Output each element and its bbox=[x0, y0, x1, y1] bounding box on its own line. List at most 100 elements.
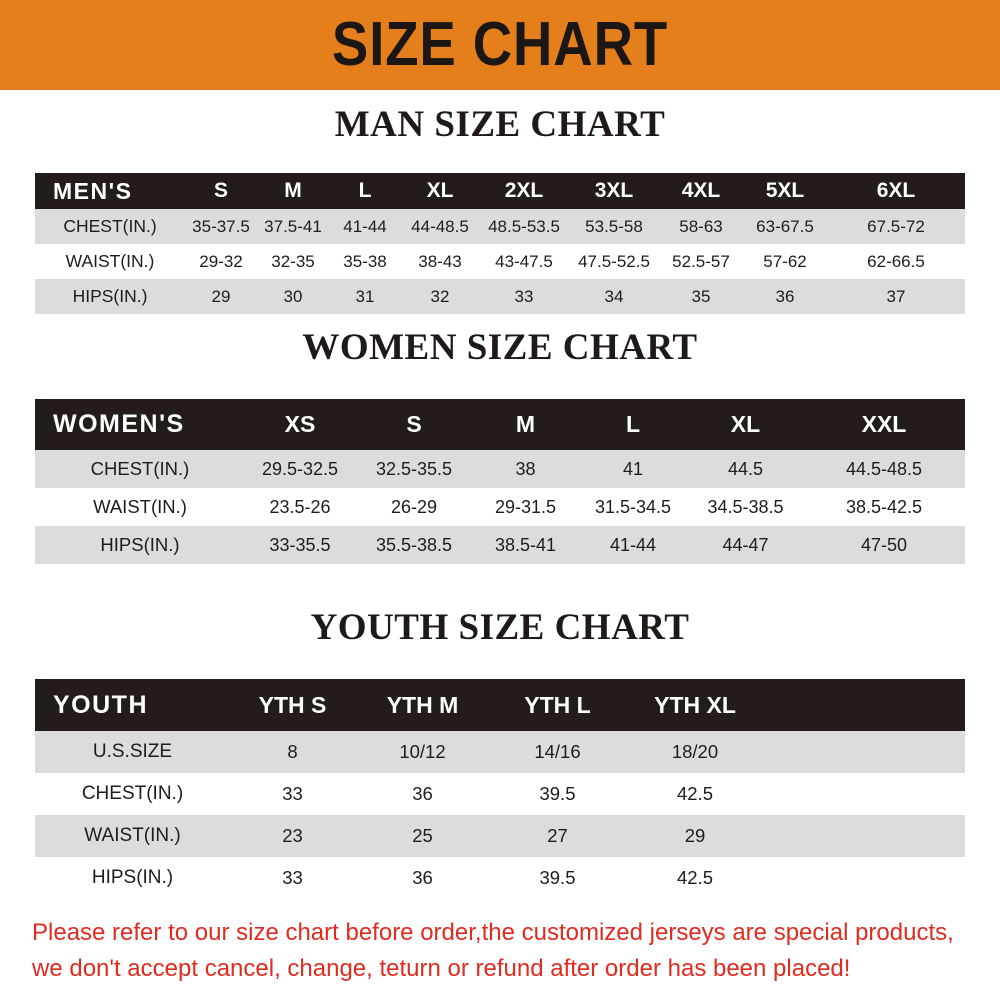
table-cell: 52.5-57 bbox=[672, 251, 730, 271]
table-cell: 39.5 bbox=[539, 783, 576, 804]
table-cell: 62-66.5 bbox=[867, 251, 925, 271]
table-cell: 29-31.5 bbox=[494, 496, 557, 517]
table-cell: 38 bbox=[515, 458, 536, 479]
table-cell: 37 bbox=[886, 286, 906, 306]
men-column-header: 4XL bbox=[681, 179, 721, 202]
table-cell: 31.5-34.5 bbox=[594, 496, 672, 517]
table-cell: 35-38 bbox=[343, 251, 387, 271]
women-column-header: M bbox=[515, 411, 536, 437]
table-cell: 34.5-38.5 bbox=[707, 496, 784, 517]
youth-column-header: YTH S bbox=[258, 691, 327, 718]
table-row: WAIST(IN.) 23.5-26 26-29 29-31.5 31.5-34… bbox=[35, 488, 965, 526]
youth-corner-label: YOUTH bbox=[53, 690, 148, 719]
row-label: CHEST(IN.) bbox=[90, 458, 190, 479]
women-size-table: WOMEN'S XS S M L XL XXL CHEST(IN.) 29.5-… bbox=[35, 399, 965, 564]
table-cell: 63-67.5 bbox=[756, 216, 814, 236]
footer-line-2: we don't accept cancel, change, teturn o… bbox=[32, 955, 851, 982]
table-cell: 26-29 bbox=[390, 496, 438, 517]
table-cell: 23.5-26 bbox=[269, 496, 331, 517]
table-cell-spacer bbox=[765, 731, 965, 773]
men-column-header: XL bbox=[426, 179, 454, 202]
table-cell: 8 bbox=[287, 741, 298, 762]
men-column-header: M bbox=[284, 179, 302, 202]
table-cell-spacer bbox=[765, 815, 965, 857]
women-table-header: WOMEN'S XS S M L XL XXL bbox=[35, 399, 965, 450]
table-cell: 33-35.5 bbox=[269, 534, 331, 555]
table-row: HIPS(IN.) 33 36 39.5 42.5 bbox=[35, 857, 965, 899]
table-cell: 48.5-53.5 bbox=[488, 216, 560, 236]
youth-column-header: YTH M bbox=[386, 691, 459, 718]
table-cell: 10/12 bbox=[399, 741, 446, 762]
women-column-header: XS bbox=[284, 411, 316, 437]
table-cell: 47-50 bbox=[860, 534, 908, 555]
men-column-header: 6XL bbox=[876, 179, 916, 202]
table-cell: 41-44 bbox=[343, 216, 387, 236]
youth-table-body: U.S.SIZE 8 10/12 14/16 18/20 CHEST(IN.) … bbox=[35, 731, 965, 899]
table-header-row: WOMEN'S XS S M L XL XXL bbox=[35, 399, 965, 450]
table-cell: 58-63 bbox=[679, 216, 723, 236]
table-cell: 44.5 bbox=[727, 458, 764, 479]
youth-column-header: YTH L bbox=[524, 691, 591, 718]
row-label: U.S.SIZE bbox=[92, 741, 173, 762]
row-label: HIPS(IN.) bbox=[91, 867, 174, 888]
women-column-header: S bbox=[406, 411, 422, 437]
row-label: WAIST(IN.) bbox=[65, 251, 155, 271]
table-row: HIPS(IN.) 33-35.5 35.5-38.5 38.5-41 41-4… bbox=[35, 526, 965, 564]
table-cell: 43-47.5 bbox=[495, 251, 553, 271]
table-cell: 32 bbox=[430, 286, 450, 306]
men-column-header: 3XL bbox=[594, 179, 634, 202]
table-row: HIPS(IN.) 29 30 31 32 33 34 35 36 37 bbox=[35, 279, 965, 314]
row-label: HIPS(IN.) bbox=[72, 286, 148, 306]
table-cell: 29-32 bbox=[199, 251, 243, 271]
table-row: WAIST(IN.) 23 25 27 29 bbox=[35, 815, 965, 857]
table-cell: 29.5-32.5 bbox=[261, 458, 339, 479]
row-label: WAIST(IN.) bbox=[84, 825, 181, 846]
table-cell: 35.5-38.5 bbox=[375, 534, 453, 555]
men-column-header: 2XL bbox=[504, 179, 544, 202]
table-cell-spacer bbox=[765, 773, 965, 815]
men-table-header: MEN'S S M L XL 2XL 3XL 4XL 5XL 6XL bbox=[35, 173, 965, 209]
row-label: WAIST(IN.) bbox=[93, 496, 187, 517]
row-label: HIPS(IN.) bbox=[100, 534, 180, 555]
table-cell: 42.5 bbox=[676, 867, 713, 888]
table-cell: 38.5-41 bbox=[494, 534, 557, 555]
page-banner: SIZE CHART bbox=[0, 0, 1000, 90]
table-cell: 14/16 bbox=[534, 741, 581, 762]
page-title: SIZE CHART bbox=[331, 10, 669, 79]
youth-spacer-header bbox=[765, 679, 965, 731]
table-cell: 31 bbox=[355, 286, 375, 306]
table-cell: 35-37.5 bbox=[192, 216, 250, 236]
section-title-youth: YOUTH SIZE CHART bbox=[310, 607, 690, 648]
men-corner-label: MEN'S bbox=[53, 177, 133, 204]
youth-table-header: YOUTH YTH S YTH M YTH L YTH XL bbox=[35, 679, 965, 731]
table-cell: 36 bbox=[412, 783, 433, 804]
table-cell: 33 bbox=[514, 286, 534, 306]
table-cell: 38-43 bbox=[418, 251, 462, 271]
table-cell: 33 bbox=[282, 867, 303, 888]
section-title-women: WOMEN SIZE CHART bbox=[302, 327, 698, 368]
table-row: CHEST(IN.) 29.5-32.5 32.5-35.5 38 41 44.… bbox=[35, 450, 965, 488]
women-column-header: XL bbox=[730, 411, 761, 437]
table-cell: 36 bbox=[775, 286, 795, 306]
table-cell: 27 bbox=[547, 825, 568, 846]
table-cell: 42.5 bbox=[676, 783, 713, 804]
table-row: CHEST(IN.) 35-37.5 37.5-41 41-44 44-48.5… bbox=[35, 209, 965, 244]
table-cell: 32.5-35.5 bbox=[375, 458, 453, 479]
table-cell: 44-47 bbox=[722, 534, 769, 555]
men-column-header: 5XL bbox=[765, 179, 805, 202]
table-cell: 33 bbox=[282, 783, 303, 804]
men-column-header: S bbox=[213, 179, 228, 202]
table-cell: 57-62 bbox=[763, 251, 807, 271]
table-cell: 29 bbox=[211, 286, 231, 306]
table-cell: 67.5-72 bbox=[867, 216, 925, 236]
table-cell: 38.5-42.5 bbox=[845, 496, 923, 517]
table-cell: 41-44 bbox=[609, 534, 657, 555]
table-cell: 36 bbox=[412, 867, 433, 888]
table-cell: 44.5-48.5 bbox=[845, 458, 923, 479]
women-column-header: L bbox=[625, 411, 641, 437]
table-cell: 18/20 bbox=[671, 741, 719, 762]
table-cell: 47.5-52.5 bbox=[578, 251, 650, 271]
table-cell: 41 bbox=[622, 458, 644, 479]
table-cell: 23 bbox=[282, 825, 303, 846]
